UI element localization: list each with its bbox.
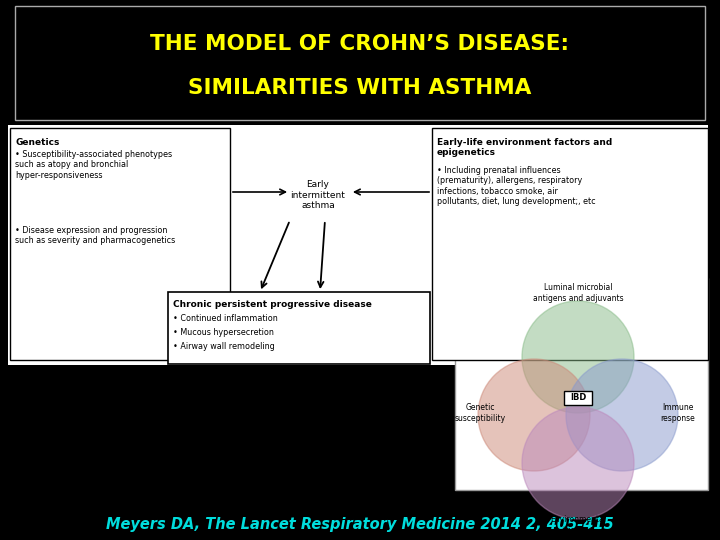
Bar [432,128,708,360]
Circle shape [522,407,634,519]
Bar [168,292,430,364]
Text: • Susceptibility-associated phenotypes
such as atopy and bronchial
hyper-respons: • Susceptibility-associated phenotypes s… [15,150,172,180]
Text: Environmental
triggers: Environmental triggers [550,515,606,535]
Text: • Disease expression and progression
such as severity and pharmacogenetics: • Disease expression and progression suc… [15,226,175,245]
Bar [564,391,592,405]
Bar [15,6,705,120]
Text: IBD: IBD [570,394,586,402]
Bar [10,128,230,360]
Text: Chronic persistent progressive disease: Chronic persistent progressive disease [173,300,372,309]
Text: • Mucous hypersecretion: • Mucous hypersecretion [173,328,274,337]
Bar [8,125,708,365]
Circle shape [478,359,590,471]
Text: Early
intermittent
asthma: Early intermittent asthma [291,180,346,210]
Text: Early-life environment factors and
epigenetics: Early-life environment factors and epige… [437,138,612,157]
Text: • Continued inflammation: • Continued inflammation [173,314,278,323]
Circle shape [522,301,634,413]
Text: THE MODEL OF CROHN’S DISEASE:: THE MODEL OF CROHN’S DISEASE: [150,34,570,54]
Text: Genetic
susceptibility: Genetic susceptibility [454,403,505,423]
Bar [455,278,708,490]
Circle shape [566,359,678,471]
Text: Genetics: Genetics [15,138,59,147]
Text: SIMILARITIES WITH ASTHMA: SIMILARITIES WITH ASTHMA [189,78,531,98]
Text: Meyers DA, The Lancet Respiratory Medicine 2014 2, 405-415: Meyers DA, The Lancet Respiratory Medici… [106,517,614,532]
Text: • Airway wall remodeling: • Airway wall remodeling [173,342,275,351]
Text: • Including prenatal influences
(prematurity), allergens, respiratory
infections: • Including prenatal influences (prematu… [437,166,595,206]
Text: Luminal microbial
antigens and adjuvants: Luminal microbial antigens and adjuvants [533,284,624,303]
Text: Immune
response: Immune response [661,403,696,423]
